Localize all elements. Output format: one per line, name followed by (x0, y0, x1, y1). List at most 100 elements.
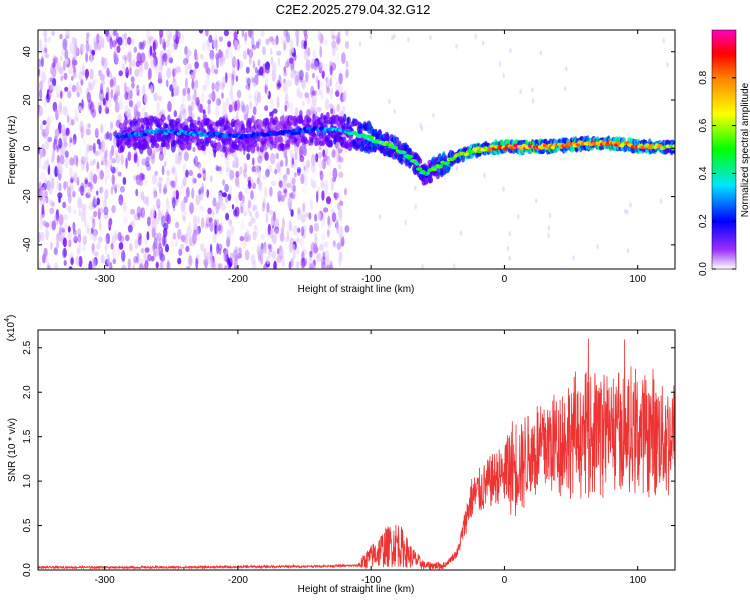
colorbar: 0.0 0.2 0.4 0.6 0.8 Normalized spectral ampl… (698, 29, 750, 276)
spectrogram-noise-blob (162, 38, 166, 49)
spectrogram-noise-blob (160, 253, 166, 262)
spectrogram-noise-blob (39, 231, 45, 242)
spectrogram-noise-blob (295, 237, 300, 244)
spectrogram-noise-blob (45, 196, 49, 204)
spectrogram-noise-blob (68, 239, 72, 248)
spectrogram-noise-blob (163, 147, 167, 157)
spectrogram-noise-blob (314, 232, 318, 243)
spectrogram-noise-blob (70, 119, 75, 126)
spectrogram-noise-blob (327, 215, 331, 226)
spectrogram-noise-blob (204, 223, 208, 229)
spectrogram-noise-blob (139, 65, 144, 78)
spectrogram-noise-blob (45, 228, 49, 241)
spectrogram-noise-blob (136, 111, 142, 118)
spectrogram-noise-blob (266, 202, 270, 214)
spectrogram-ridge-halo (165, 142, 171, 150)
spectrogram-noise-blob (39, 198, 43, 205)
spectrogram-noise-blob (215, 53, 220, 61)
spectrogram-noise-blob (297, 207, 301, 215)
spectrogram-noise-blob (96, 190, 99, 196)
spectrogram-noise-blob (91, 49, 96, 56)
spectrogram-noise-blob (47, 79, 51, 85)
spectrogram-noise-blob (280, 77, 283, 87)
spectrogram-noise-blob (342, 240, 345, 246)
spectrogram-noise-blob (240, 206, 244, 214)
spectrogram-noise-blob (304, 92, 310, 99)
spectrogram-noise-blob (308, 253, 313, 262)
spectrogram-noise-blob (84, 216, 87, 228)
spectrogram-noise-blob (302, 245, 306, 256)
spectrogram-noise-blob (124, 105, 129, 117)
spectrogram-noise-blob (220, 265, 224, 269)
spectrogram-noise-blob (92, 173, 98, 184)
spectrogram-ridge-halo (265, 140, 270, 147)
spectrogram-noise-blob (145, 195, 149, 207)
spectrogram-noise-blob (254, 67, 258, 74)
spectrogram-noise-blob (662, 38, 665, 44)
spectrogram-noise-blob (112, 258, 117, 265)
spectrogram-noise-blob (180, 200, 186, 213)
spectrogram-noise-blob (212, 39, 218, 49)
spectrogram-noise-blob (38, 58, 42, 68)
spectrogram-noise-blob (78, 255, 83, 268)
spectrogram-noise-blob (284, 104, 287, 112)
spectrogram-noise-blob (300, 257, 306, 269)
spectrogram-ridge-halo (278, 136, 284, 144)
spectrogram-noise-blob (49, 199, 53, 207)
spectrogram-noise-blob (320, 61, 324, 69)
spectrogram-noise-blob (77, 197, 83, 210)
spectrogram-noise-blob (277, 57, 281, 67)
spectrogram-ridge-halo (170, 119, 176, 124)
spectrogram-noise-blob (223, 250, 227, 262)
spectrogram-noise-blob (303, 165, 306, 172)
spectrogram-noise-blob (294, 151, 298, 161)
spectrogram-noise-blob (177, 257, 182, 265)
spectrogram-noise-blob (50, 241, 53, 251)
spectrogram-noise-blob (180, 243, 185, 250)
spectrogram-noise-blob (211, 82, 215, 91)
spectrogram-noise-blob (184, 65, 188, 77)
spectrogram-noise-blob (229, 88, 234, 101)
svg-text:(x104): (x104) (4, 315, 17, 342)
spectrogram-noise-blob (131, 219, 134, 227)
spectrogram-noise-blob (114, 101, 120, 113)
spectrogram-noise-blob (58, 214, 64, 226)
spectrogram-noise-blob (202, 109, 206, 115)
spectrogram-noise-blob (181, 180, 185, 189)
spectrogram-noise-blob (344, 188, 347, 196)
spectrogram-noise-blob (216, 166, 222, 172)
spectrogram-noise-blob (252, 76, 257, 88)
spectrogram-ridge-halo (256, 145, 260, 152)
spectrogram-noise-blob (269, 228, 274, 239)
spectrogram-noise-blob (189, 202, 194, 215)
spectrogram-noise-blob (72, 58, 76, 66)
spectrogram-noise-blob (316, 106, 322, 112)
spectrogram-noise-blob (182, 108, 187, 120)
snr-y-tick-label: 0.0 (22, 563, 33, 577)
spectrogram-noise-blob (311, 259, 317, 269)
spectrogram-noise-blob (242, 168, 247, 177)
spectrogram-noise-blob (144, 247, 150, 253)
spectrogram-noise-blob (187, 63, 192, 70)
spectrogram-noise-blob (175, 221, 180, 229)
spectrogram-ridge-halo (164, 124, 169, 129)
spectrogram-noise-blob (47, 136, 53, 143)
spectrogram-noise-blob (62, 201, 67, 209)
spectrogram-noise-blob (291, 177, 296, 185)
spectrogram-noise-blob (216, 218, 220, 231)
spectrogram-noise-blob (141, 106, 146, 117)
spectrogram-noise-blob (183, 210, 187, 221)
snr-x-tick-label: -300 (95, 575, 115, 586)
spectrogram-noise-blob (208, 93, 213, 99)
spectrogram-noise-blob (242, 50, 247, 60)
spectrogram-noise-blob (255, 97, 258, 107)
spectrogram-noise-blob (239, 236, 245, 242)
spectrogram-noise-blob (91, 108, 97, 118)
spectrogram-noise-blob (209, 49, 215, 61)
spectrogram-noise-blob (64, 37, 69, 50)
spectrogram-noise-blob (208, 149, 214, 156)
spectrogram-noise-blob (455, 43, 458, 49)
spectrogram-noise-blob (80, 182, 85, 193)
